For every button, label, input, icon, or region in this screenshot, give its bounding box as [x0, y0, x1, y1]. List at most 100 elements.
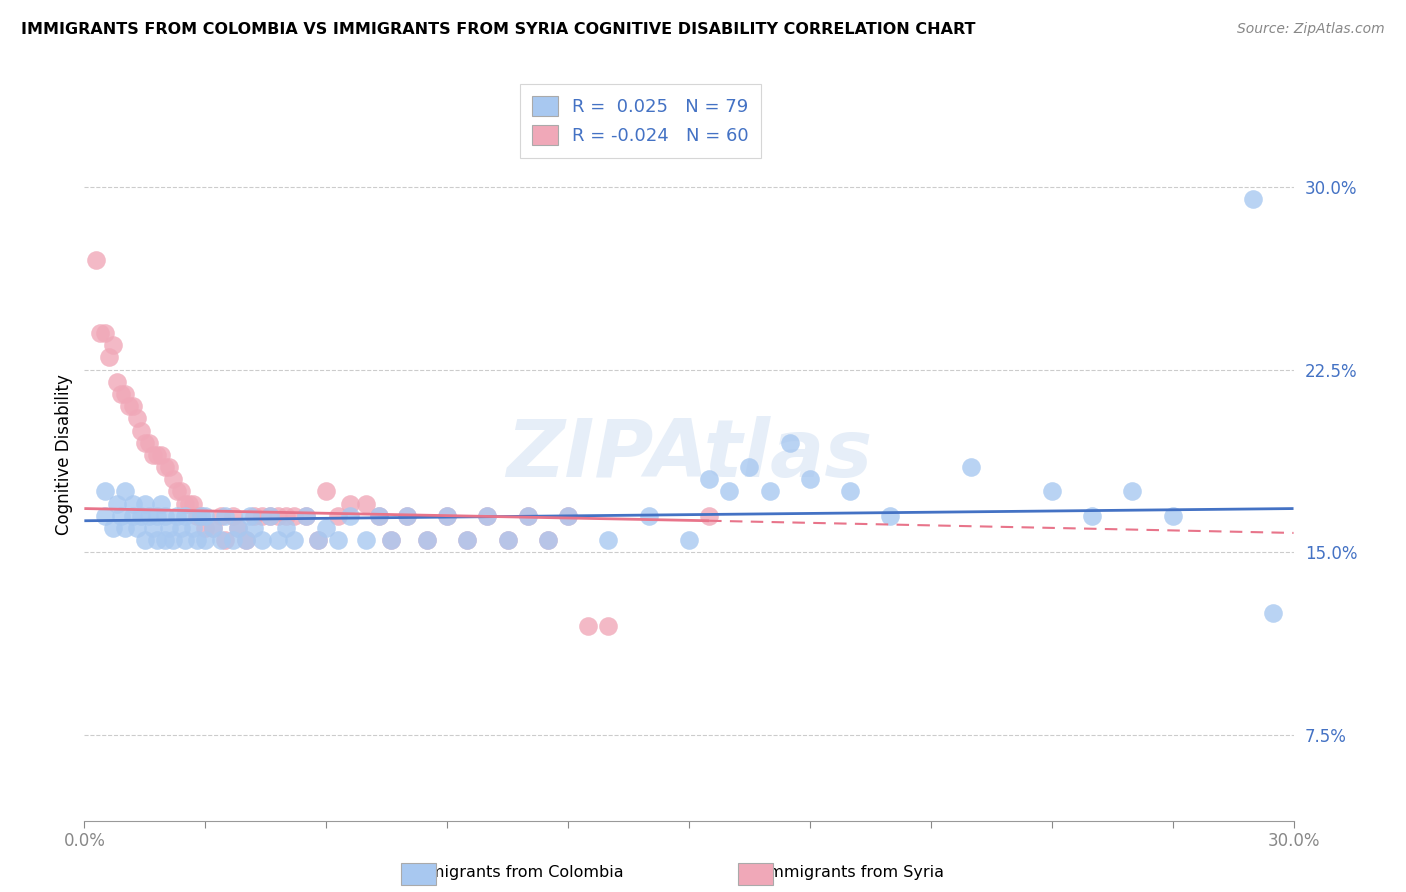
Point — [114, 521, 136, 535]
Point — [274, 508, 297, 523]
Point — [125, 521, 148, 535]
Point — [121, 399, 143, 413]
Point — [222, 533, 245, 548]
Point — [138, 435, 160, 450]
Point — [380, 533, 402, 548]
Point — [1081, 508, 1104, 523]
Point — [235, 533, 257, 548]
Point — [496, 533, 519, 548]
Point — [190, 508, 212, 523]
Point — [367, 508, 389, 523]
Point — [157, 460, 180, 475]
Point — [121, 497, 143, 511]
Point — [214, 533, 236, 548]
Point — [356, 533, 378, 548]
Point — [259, 508, 281, 523]
Point — [146, 533, 169, 548]
Point — [799, 472, 821, 486]
Point — [222, 508, 245, 523]
Text: IMMIGRANTS FROM COLOMBIA VS IMMIGRANTS FROM SYRIA COGNITIVE DISABILITY CORRELATI: IMMIGRANTS FROM COLOMBIA VS IMMIGRANTS F… — [21, 22, 976, 37]
Point — [576, 618, 599, 632]
Point — [315, 484, 337, 499]
Point — [153, 508, 176, 523]
Point — [110, 508, 132, 523]
Point — [456, 533, 478, 548]
Point — [110, 387, 132, 401]
Point — [181, 521, 204, 535]
Text: Immigrants from Syria: Immigrants from Syria — [744, 865, 943, 880]
Point — [129, 424, 152, 438]
Point — [105, 497, 128, 511]
Point — [170, 484, 193, 499]
Point — [339, 497, 361, 511]
Point — [339, 508, 361, 523]
Point — [146, 508, 169, 523]
Point — [295, 508, 318, 523]
Point — [307, 533, 329, 548]
Point — [174, 497, 197, 511]
Point — [153, 460, 176, 475]
Point — [235, 533, 257, 548]
Point — [93, 508, 115, 523]
Point — [697, 472, 720, 486]
Point — [162, 472, 184, 486]
Point — [259, 508, 281, 523]
Point — [86, 252, 108, 267]
Point — [267, 508, 290, 523]
Point — [134, 497, 156, 511]
Point — [194, 508, 217, 523]
Y-axis label: Cognitive Disability: Cognitive Disability — [55, 375, 73, 535]
Point — [598, 618, 620, 632]
Point — [125, 411, 148, 425]
Point — [202, 521, 225, 535]
Point — [477, 508, 499, 523]
Point — [250, 508, 273, 523]
Point — [678, 533, 700, 548]
Point — [101, 521, 124, 535]
Point — [179, 497, 201, 511]
Point — [960, 460, 983, 475]
Point — [142, 448, 165, 462]
Point — [307, 533, 329, 548]
Text: Immigrants from Colombia: Immigrants from Colombia — [388, 865, 624, 880]
Point — [395, 508, 418, 523]
Point — [738, 460, 761, 475]
Point — [557, 508, 579, 523]
Point — [174, 533, 197, 548]
Point — [114, 387, 136, 401]
Point — [416, 533, 439, 548]
Point — [267, 533, 290, 548]
Point — [356, 497, 378, 511]
Point — [134, 435, 156, 450]
Point — [202, 521, 225, 535]
Point — [97, 351, 120, 365]
Point — [557, 508, 579, 523]
Text: ZIPAtlas: ZIPAtlas — [506, 416, 872, 494]
Point — [250, 533, 273, 548]
Point — [242, 521, 264, 535]
Point — [283, 533, 305, 548]
Point — [93, 326, 115, 340]
Point — [121, 508, 143, 523]
Point — [194, 521, 217, 535]
Point — [226, 521, 249, 535]
Point — [367, 508, 389, 523]
Point — [416, 533, 439, 548]
Point — [194, 533, 217, 548]
Point — [93, 484, 115, 499]
Point — [328, 533, 350, 548]
Point — [496, 533, 519, 548]
Point — [186, 508, 208, 523]
Point — [456, 533, 478, 548]
Point — [718, 484, 741, 499]
Point — [101, 338, 124, 352]
Point — [138, 508, 160, 523]
Point — [209, 533, 232, 548]
Point — [118, 399, 141, 413]
Point — [274, 521, 297, 535]
Text: Source: ZipAtlas.com: Source: ZipAtlas.com — [1237, 22, 1385, 37]
Point — [129, 508, 152, 523]
Point — [328, 508, 350, 523]
Point — [157, 521, 180, 535]
Point — [380, 533, 402, 548]
